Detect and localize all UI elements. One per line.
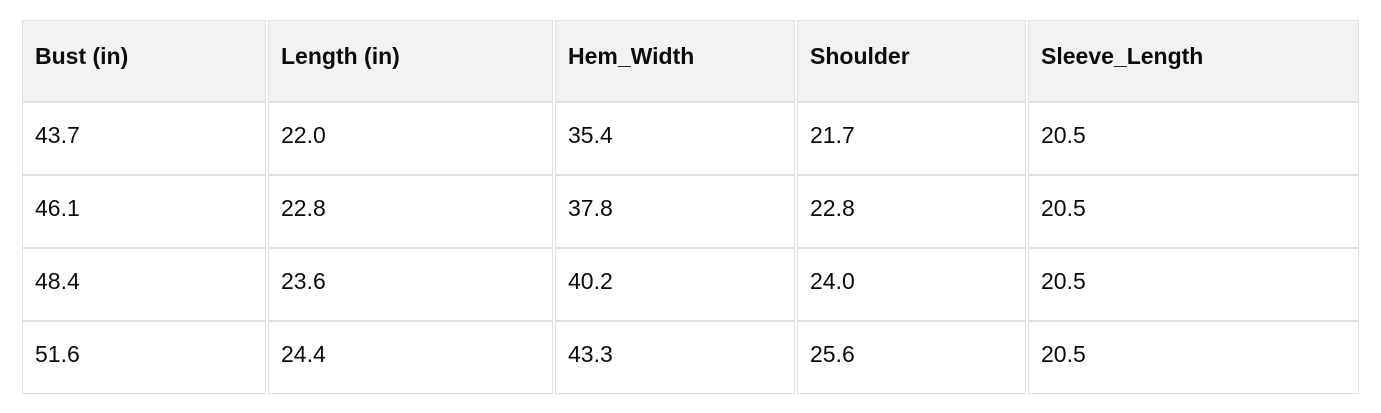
table-cell: 23.6 — [268, 248, 553, 321]
column-header-shoulder: Shoulder — [797, 20, 1026, 102]
column-header-sleeve-length: Sleeve_Length — [1028, 20, 1359, 102]
table-cell: 46.1 — [22, 175, 266, 248]
table-cell: 22.8 — [268, 175, 553, 248]
table-cell: 20.5 — [1028, 175, 1359, 248]
table-cell: 20.5 — [1028, 102, 1359, 175]
column-header-hem-width: Hem_Width — [555, 20, 795, 102]
header-row: Bust (in) Length (in) Hem_Width Shoulder… — [22, 20, 1359, 102]
size-chart-table: Bust (in) Length (in) Hem_Width Shoulder… — [20, 20, 1361, 394]
table-row: 43.7 22.0 35.4 21.7 20.5 — [22, 102, 1359, 175]
column-header-bust: Bust (in) — [22, 20, 266, 102]
table-cell: 24.4 — [268, 321, 553, 394]
table-cell: 20.5 — [1028, 248, 1359, 321]
table-cell: 24.0 — [797, 248, 1026, 321]
table-row: 46.1 22.8 37.8 22.8 20.5 — [22, 175, 1359, 248]
table-cell: 37.8 — [555, 175, 795, 248]
table-cell: 25.6 — [797, 321, 1026, 394]
table-cell: 20.5 — [1028, 321, 1359, 394]
table-cell: 43.7 — [22, 102, 266, 175]
table-cell: 51.6 — [22, 321, 266, 394]
table-cell: 43.3 — [555, 321, 795, 394]
table-cell: 48.4 — [22, 248, 266, 321]
table-cell: 40.2 — [555, 248, 795, 321]
column-header-length: Length (in) — [268, 20, 553, 102]
table-cell: 22.0 — [268, 102, 553, 175]
table-cell: 35.4 — [555, 102, 795, 175]
table-row: 48.4 23.6 40.2 24.0 20.5 — [22, 248, 1359, 321]
table-cell: 22.8 — [797, 175, 1026, 248]
table-cell: 21.7 — [797, 102, 1026, 175]
table-row: 51.6 24.4 43.3 25.6 20.5 — [22, 321, 1359, 394]
